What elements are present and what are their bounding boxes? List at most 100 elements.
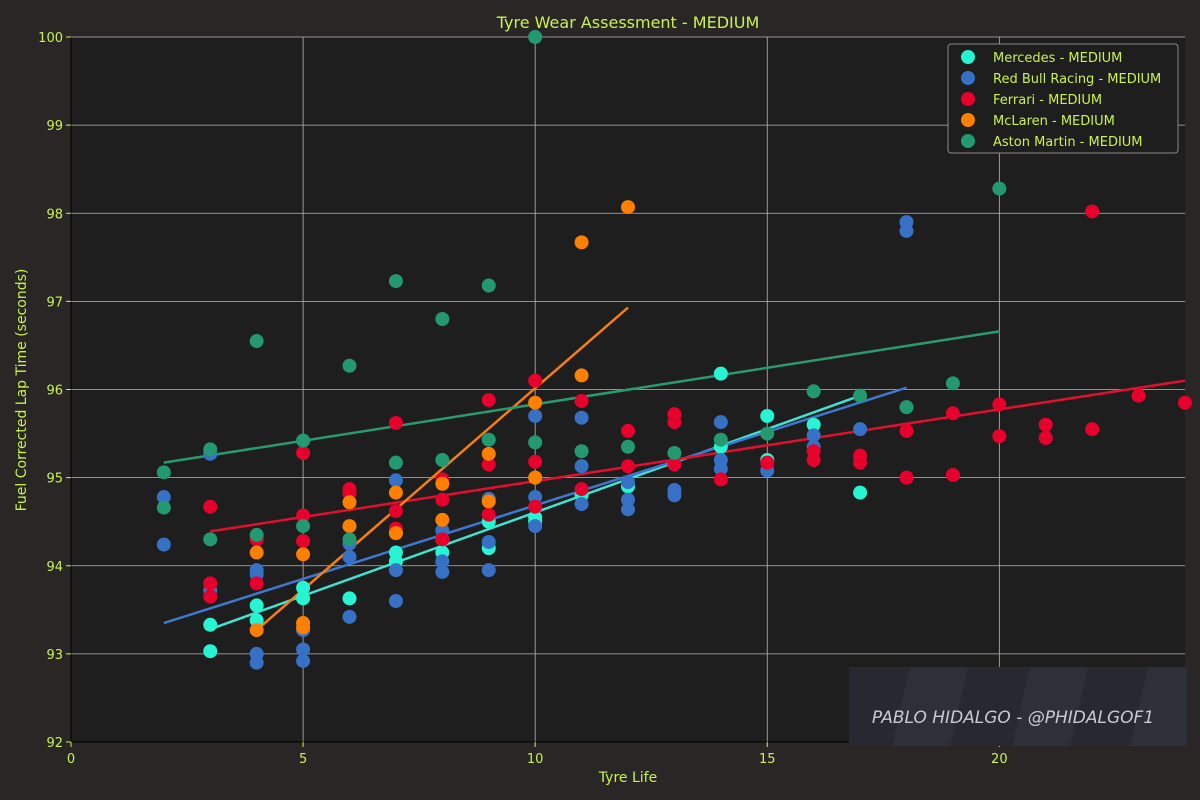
watermark-stripes bbox=[892, 667, 1187, 746]
red-bull-racing-medium-point bbox=[574, 459, 589, 474]
legend-box bbox=[947, 43, 1179, 154]
legend-marker-red-bull-racing-medium bbox=[961, 71, 975, 85]
mercedes-medium-point bbox=[760, 408, 775, 423]
red-bull-racing-medium-point bbox=[435, 554, 450, 569]
legend-label-mercedes-medium: Mercedes - MEDIUM bbox=[993, 51, 1122, 66]
ferrari-medium-point bbox=[296, 534, 311, 549]
y-tick-label: 96 bbox=[46, 384, 63, 399]
mercedes-medium-point bbox=[203, 644, 218, 659]
red-bull-racing-medium-point bbox=[621, 492, 635, 507]
ferrari-medium-point bbox=[528, 499, 543, 514]
ferrari-medium-point bbox=[992, 397, 1007, 412]
watermark-text: PABLO HIDALGO - @PHIDALGOF1 bbox=[872, 708, 1154, 728]
ferrari-medium-point bbox=[296, 445, 311, 460]
mclaren-medium-point bbox=[388, 526, 403, 541]
ferrari-medium-point bbox=[713, 472, 728, 487]
legend-label-mclaren-medium: McLaren - MEDIUM bbox=[993, 114, 1115, 129]
aston-martin-medium-point bbox=[342, 532, 357, 547]
mclaren-medium-point bbox=[574, 235, 589, 250]
red-bull-racing-medium-point bbox=[806, 428, 821, 443]
mclaren-medium-point bbox=[342, 495, 357, 510]
mclaren-medium-point bbox=[249, 545, 264, 560]
aston-martin-medium-point bbox=[249, 527, 264, 542]
red-bull-racing-medium-point bbox=[388, 563, 403, 578]
y-tick-label: 95 bbox=[46, 472, 63, 487]
aston-martin-medium-point bbox=[713, 432, 728, 447]
ferrari-medium-point bbox=[296, 508, 311, 523]
y-tick-label: 100 bbox=[38, 31, 63, 46]
y-tick-label: 97 bbox=[46, 295, 63, 310]
red-bull-racing-medium-point bbox=[156, 537, 171, 552]
mclaren-medium-point bbox=[528, 395, 543, 410]
red-bull-racing-medium-point bbox=[853, 422, 868, 437]
mclaren-medium-point bbox=[342, 519, 357, 534]
aston-martin-medium-point bbox=[806, 384, 821, 399]
red-bull-racing-medium-point bbox=[528, 519, 543, 534]
red-bull-racing-medium-point bbox=[528, 408, 543, 423]
chart-title: Tyre Wear Assessment - MEDIUM bbox=[496, 13, 760, 32]
red-bull-racing-medium-point bbox=[296, 642, 311, 657]
ferrari-medium-point bbox=[806, 453, 821, 467]
ferrari-medium-point bbox=[899, 423, 914, 438]
aston-martin-medium-point bbox=[435, 312, 450, 326]
aston-martin-medium-point bbox=[574, 444, 589, 459]
aston-martin-medium-point bbox=[528, 435, 543, 450]
mercedes-medium-point bbox=[713, 366, 728, 381]
mercedes-medium-point bbox=[806, 417, 821, 432]
mclaren-medium-point bbox=[296, 547, 311, 562]
x-tick-label: 10 bbox=[527, 752, 544, 767]
mercedes-medium-point bbox=[249, 598, 264, 613]
mercedes-medium-point bbox=[296, 580, 311, 595]
aston-martin-medium-point bbox=[156, 465, 171, 480]
ferrari-medium-point bbox=[1038, 430, 1053, 445]
ferrari-medium-point bbox=[574, 393, 589, 408]
aston-martin-medium-point bbox=[760, 426, 775, 441]
red-bull-racing-medium-point bbox=[574, 497, 589, 512]
aston-martin-medium-point bbox=[203, 442, 218, 457]
ferrari-medium-point bbox=[574, 482, 589, 497]
ferrari-medium-point bbox=[1038, 417, 1053, 432]
aston-martin-medium-point bbox=[528, 30, 543, 44]
ferrari-medium-point bbox=[667, 415, 682, 430]
ferrari-medium-point bbox=[481, 507, 496, 522]
red-bull-racing-medium-point bbox=[296, 653, 311, 668]
legend-items: Mercedes - MEDIUM Red Bull Racing - MEDIU… bbox=[961, 50, 1161, 150]
mercedes-medium-point bbox=[853, 485, 868, 500]
ferrari-medium-point bbox=[481, 457, 496, 472]
y-tick-label: 92 bbox=[46, 736, 63, 751]
legend-label-red-bull-racing-medium: Red Bull Racing - MEDIUM bbox=[993, 72, 1161, 87]
mclaren-medium-point bbox=[435, 476, 450, 491]
mclaren-medium-point bbox=[481, 446, 496, 461]
red-bull-racing-medium-point bbox=[713, 461, 728, 476]
ferrari-medium-point bbox=[853, 455, 868, 470]
data-points bbox=[156, 30, 1192, 670]
y-tick-label: 99 bbox=[46, 119, 63, 134]
x-axis-ticks: 0 5 10 15 20 bbox=[67, 742, 1008, 767]
mclaren-medium-point bbox=[528, 470, 543, 485]
aston-martin-medium-point bbox=[156, 500, 171, 515]
mclaren-medium-point bbox=[481, 494, 496, 509]
mclaren-medium-point bbox=[621, 200, 635, 215]
red-bull-racing-medium-point bbox=[249, 655, 264, 670]
ferrari-medium-point bbox=[1178, 395, 1192, 410]
ferrari-medium-point bbox=[203, 499, 218, 514]
aston-martin-medium-point bbox=[992, 181, 1007, 196]
mclaren-medium-trend-line bbox=[255, 306, 629, 632]
aston-martin-medium-point bbox=[388, 274, 403, 289]
mclaren-medium-point bbox=[574, 368, 589, 383]
legend-label-aston-martin-medium: Aston Martin - MEDIUM bbox=[993, 135, 1143, 150]
red-bull-racing-medium-point bbox=[481, 534, 496, 549]
red-bull-racing-medium-point bbox=[528, 490, 543, 505]
x-axis-label: Tyre Life bbox=[598, 770, 657, 786]
ferrari-medium-point bbox=[1085, 422, 1100, 437]
mercedes-medium-point bbox=[296, 591, 311, 606]
ferrari-medium-point bbox=[203, 576, 218, 591]
ferrari-medium-point bbox=[899, 470, 914, 485]
red-bull-racing-medium-point bbox=[435, 564, 450, 579]
ferrari-medium-trend-line bbox=[210, 379, 1186, 533]
y-axis-label: Fuel Corrected Lap Time (seconds) bbox=[14, 269, 30, 512]
legend-marker-aston-martin-medium bbox=[961, 134, 975, 148]
ferrari-medium-point bbox=[435, 532, 450, 547]
aston-martin-medium-point bbox=[899, 400, 914, 415]
red-bull-racing-medium-point bbox=[574, 410, 589, 425]
